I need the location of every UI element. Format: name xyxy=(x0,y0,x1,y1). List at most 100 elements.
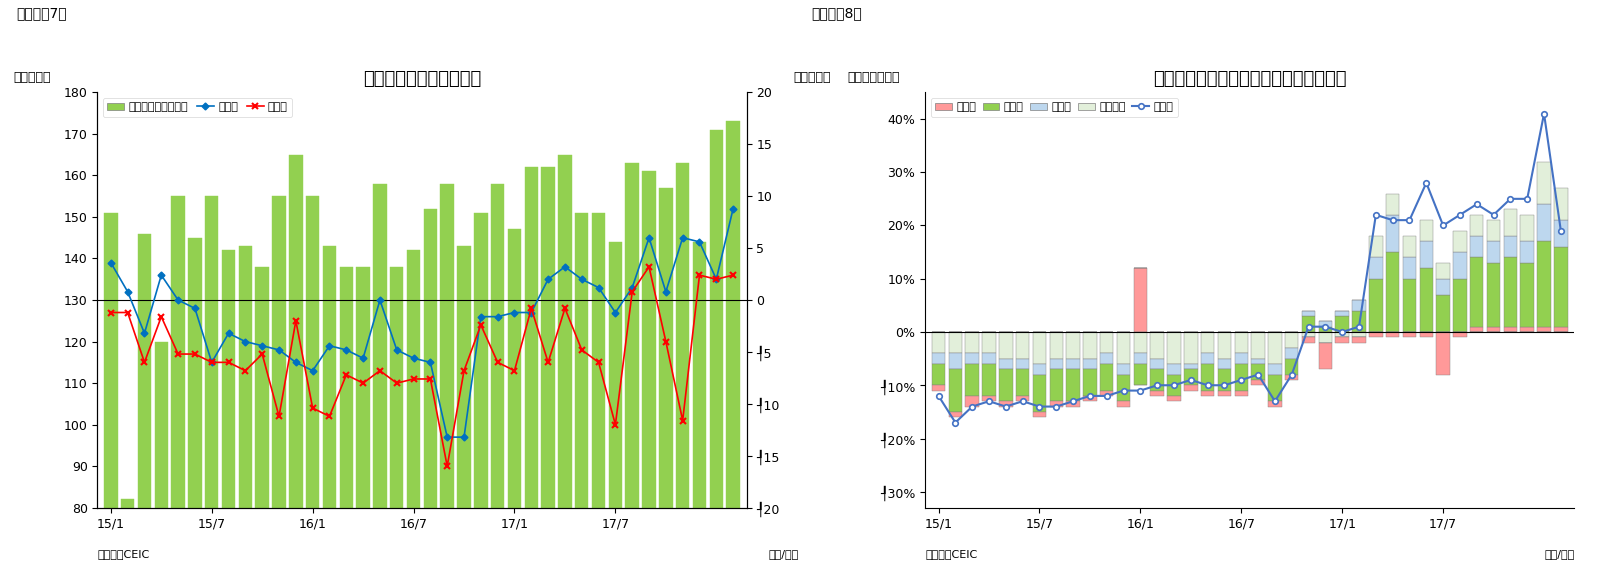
Bar xyxy=(1032,364,1047,374)
Bar xyxy=(1217,359,1232,369)
Legend: 貳易収支（右目盛）, 輸出額, 輸入額: 貳易収支（右目盛）, 輸出額, 輸入額 xyxy=(102,98,292,117)
Bar xyxy=(1352,310,1367,332)
Text: （図表＇7）: （図表＇7） xyxy=(16,6,67,20)
Legend: 農産品, 製造品, 鉱業品, 石沿ガス, 輸出額: 農産品, 製造品, 鉱業品, 石沿ガス, 輸出額 xyxy=(930,98,1178,117)
Bar xyxy=(373,183,386,577)
Bar xyxy=(1083,396,1097,401)
Bar xyxy=(1352,338,1367,343)
Bar xyxy=(1083,359,1097,369)
Bar xyxy=(1537,162,1550,204)
Bar xyxy=(1167,396,1182,401)
Bar xyxy=(1318,343,1332,369)
Bar xyxy=(1370,279,1383,332)
Bar xyxy=(357,267,370,577)
Bar xyxy=(609,242,622,577)
Bar xyxy=(188,238,201,577)
Bar xyxy=(1453,279,1467,332)
Bar xyxy=(1201,364,1214,391)
Bar xyxy=(222,250,235,577)
Bar xyxy=(1503,327,1518,332)
Bar xyxy=(1100,332,1113,353)
Bar xyxy=(949,412,962,417)
Bar xyxy=(1100,364,1113,391)
Bar xyxy=(643,171,656,577)
Bar xyxy=(1100,391,1113,396)
Bar xyxy=(1285,374,1298,380)
Bar xyxy=(1318,327,1332,332)
Bar xyxy=(727,121,740,577)
Bar xyxy=(1285,332,1298,348)
Bar xyxy=(239,246,252,577)
Bar xyxy=(172,196,185,577)
Bar xyxy=(966,364,979,396)
Bar xyxy=(305,196,320,577)
Bar xyxy=(154,342,169,577)
Bar xyxy=(1032,412,1047,417)
Bar xyxy=(1016,369,1029,396)
Bar xyxy=(1537,204,1550,241)
Bar xyxy=(1537,241,1550,327)
Bar xyxy=(1066,332,1079,359)
Bar xyxy=(1117,364,1130,374)
Bar xyxy=(1235,353,1248,364)
Bar xyxy=(1251,380,1264,385)
Bar xyxy=(966,332,979,353)
Bar xyxy=(982,353,997,364)
Bar xyxy=(1555,220,1568,247)
Bar xyxy=(542,167,555,577)
Bar xyxy=(1000,369,1013,401)
Bar xyxy=(1318,321,1332,327)
Bar xyxy=(1151,391,1164,396)
Bar xyxy=(1217,369,1232,391)
Bar xyxy=(1436,332,1449,374)
Bar xyxy=(1503,236,1518,257)
Bar xyxy=(1386,252,1399,332)
Bar xyxy=(1032,374,1047,412)
Bar xyxy=(1302,332,1315,338)
Bar xyxy=(122,500,135,577)
Text: （図表＇8）: （図表＇8） xyxy=(812,6,862,20)
Text: （億ドル）: （億ドル） xyxy=(794,71,831,84)
Bar xyxy=(1050,401,1063,407)
Bar xyxy=(1302,316,1315,332)
Bar xyxy=(1066,359,1079,369)
Bar xyxy=(966,396,979,407)
Bar xyxy=(524,167,539,577)
Bar xyxy=(932,364,945,385)
Bar xyxy=(1503,209,1518,236)
Bar xyxy=(1555,247,1568,327)
Bar xyxy=(1217,391,1232,396)
Bar xyxy=(1016,332,1029,359)
Bar xyxy=(1537,327,1550,332)
Bar xyxy=(1167,332,1182,364)
Bar xyxy=(1185,364,1198,369)
Bar xyxy=(1050,369,1063,401)
Bar xyxy=(1555,327,1568,332)
Bar xyxy=(1201,353,1214,364)
Bar xyxy=(1336,332,1349,338)
Bar xyxy=(1521,263,1534,327)
Bar xyxy=(474,213,487,577)
Bar xyxy=(558,155,571,577)
Bar xyxy=(1302,310,1315,316)
Bar xyxy=(1420,268,1433,332)
Bar xyxy=(138,234,151,577)
Bar xyxy=(1487,327,1500,332)
Bar xyxy=(1453,252,1467,279)
Title: インドネシアの貳易収支: インドネシアの貳易収支 xyxy=(364,70,480,88)
Bar xyxy=(982,396,997,401)
Bar xyxy=(1470,327,1483,332)
Text: （年/月）: （年/月） xyxy=(768,549,799,559)
Bar xyxy=(982,364,997,396)
Bar xyxy=(675,163,690,577)
Text: （資料）CEIC: （資料）CEIC xyxy=(97,549,149,559)
Bar xyxy=(1100,353,1113,364)
Bar xyxy=(592,213,605,577)
Bar xyxy=(1251,359,1264,364)
Bar xyxy=(255,267,269,577)
Bar xyxy=(1386,215,1399,252)
Bar xyxy=(508,230,521,577)
Bar xyxy=(1185,369,1198,385)
Bar xyxy=(1352,300,1367,310)
Bar xyxy=(339,267,354,577)
